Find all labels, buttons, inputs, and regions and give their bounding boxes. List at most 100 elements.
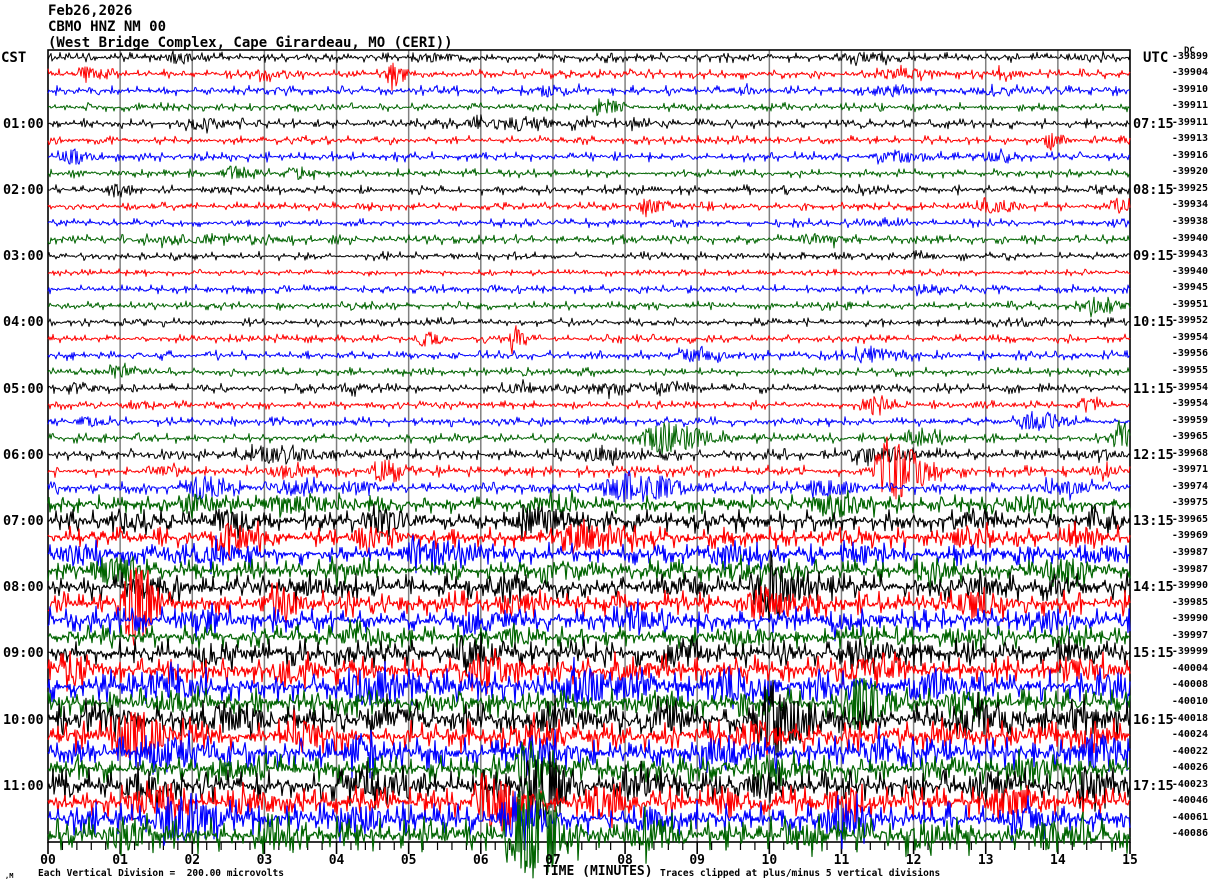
x-tick-label: 12 [905, 853, 922, 868]
trace-row [47, 772, 1131, 832]
trace-row [47, 677, 1131, 733]
trace-row [47, 217, 1131, 229]
dc-offset-value: -39954 [1171, 331, 1208, 343]
header-station: CBMO HNZ NM 00 [48, 19, 167, 35]
dc-column-header: DC [1184, 46, 1195, 56]
trace-row [47, 197, 1131, 218]
trace-row [47, 679, 1131, 758]
hour-label-cst: 02:00 [3, 181, 44, 198]
dc-offset-value: -40024 [1171, 729, 1208, 741]
trace-row [47, 554, 1131, 592]
hour-label-cst: 05:00 [3, 380, 44, 397]
dc-offset-value: -40022 [1171, 745, 1208, 757]
dc-offset-value: -39952 [1171, 315, 1208, 327]
dc-offset-value: -39990 [1171, 580, 1208, 592]
x-tick-label: 07 [545, 853, 561, 868]
dc-offset-value: -40061 [1171, 811, 1208, 823]
dc-offset-value: -39899 [1171, 50, 1208, 62]
dc-offset-value: -39904 [1171, 67, 1208, 79]
x-tick-label: 09 [689, 853, 706, 868]
dc-offset-value: -39916 [1171, 149, 1208, 161]
hour-label-cst: 03:00 [3, 248, 44, 265]
dc-offset-value: -39956 [1171, 348, 1208, 360]
trace-row [47, 395, 1131, 416]
trace-row [47, 656, 1131, 710]
trace-row [47, 503, 1131, 540]
dc-offset-value: -39975 [1171, 497, 1208, 509]
dc-offset-value: -40008 [1171, 679, 1208, 691]
dc-offset-value: -39940 [1171, 265, 1208, 277]
x-tick-label: 00 [40, 853, 56, 868]
dc-offset-value: -40018 [1171, 712, 1208, 724]
hour-label-utc: 12:15 [1133, 446, 1174, 463]
trace-row [47, 362, 1131, 379]
x-tick-label: 02 [184, 853, 201, 868]
dc-offset-value: -39954 [1171, 381, 1208, 393]
trace-row [47, 725, 1131, 779]
trace-row [47, 740, 1131, 799]
trace-row [47, 518, 1131, 561]
dc-offset-value: -39934 [1171, 199, 1208, 211]
dc-offset-value: -39920 [1171, 166, 1208, 178]
dc-offset-value: -39945 [1171, 282, 1208, 294]
dc-offset-value: -39911 [1171, 100, 1208, 112]
trace-row [47, 598, 1131, 642]
x-tick-label: 05 [400, 853, 417, 868]
trace-row [47, 50, 1131, 67]
trace-row [47, 567, 1131, 646]
hour-label-utc: 11:15 [1133, 380, 1174, 397]
trace-row [47, 631, 1131, 677]
hour-label-cst: 08:00 [3, 579, 44, 596]
trace-row [47, 489, 1131, 522]
hour-label-cst: 07:00 [3, 512, 44, 529]
hour-label-cst: 09:00 [3, 645, 44, 662]
trace-row [47, 268, 1131, 277]
dc-offset-value: -39938 [1171, 216, 1208, 227]
hour-label-cst: 04:00 [3, 314, 44, 331]
hour-label-cst: 11:00 [3, 777, 44, 794]
dc-offset-value: -39925 [1171, 182, 1208, 194]
trace-row [47, 550, 1131, 623]
dc-offset-value: -39910 [1171, 83, 1208, 95]
dc-offset-value: -39990 [1171, 613, 1208, 625]
left-timezone-label: CST [1, 50, 27, 66]
trace-row [47, 83, 1131, 98]
x-tick-label: 11 [833, 853, 850, 868]
dc-offset-value: -39951 [1171, 298, 1208, 310]
watermark-mark: ,M [5, 872, 14, 880]
hour-label-utc: 07:15 [1133, 115, 1174, 132]
hour-label-cst: 01:00 [3, 115, 44, 132]
trace-row [47, 283, 1131, 297]
trace-row [47, 114, 1131, 134]
trace-row [47, 296, 1131, 318]
dc-offset-value: -40046 [1171, 795, 1208, 807]
trace-row [47, 443, 1131, 467]
hour-label-cst: 06:00 [3, 446, 44, 463]
hour-label-utc: 09:15 [1133, 248, 1174, 265]
hour-label-cst: 10:00 [3, 711, 44, 728]
dc-offset-value: -39959 [1171, 414, 1208, 426]
dc-offset-value: -39968 [1171, 447, 1208, 459]
dc-offset-value: -39985 [1171, 596, 1208, 608]
trace-row [47, 325, 1131, 355]
dc-offset-value: -39911 [1171, 116, 1208, 128]
hour-label-utc: 10:15 [1133, 314, 1174, 331]
header-location: (West Bridge Complex, Cape Girardeau, MO… [48, 35, 453, 51]
dc-offset-value: -40004 [1171, 662, 1208, 674]
trace-row [47, 619, 1131, 655]
trace-row [47, 647, 1131, 695]
dc-offset-value: -39913 [1171, 133, 1208, 145]
trace-row [47, 250, 1131, 262]
trace-row [47, 183, 1131, 198]
dc-offset-value: -39971 [1171, 464, 1208, 476]
x-tick-label: 08 [617, 853, 633, 868]
x-tick-label: 03 [256, 853, 273, 868]
trace-row [47, 709, 1131, 759]
dc-offset-value: -40086 [1171, 828, 1208, 840]
trace-row [47, 232, 1131, 249]
trace-row [47, 148, 1131, 165]
hour-label-utc: 14:15 [1133, 579, 1174, 596]
trace-row [47, 165, 1131, 181]
